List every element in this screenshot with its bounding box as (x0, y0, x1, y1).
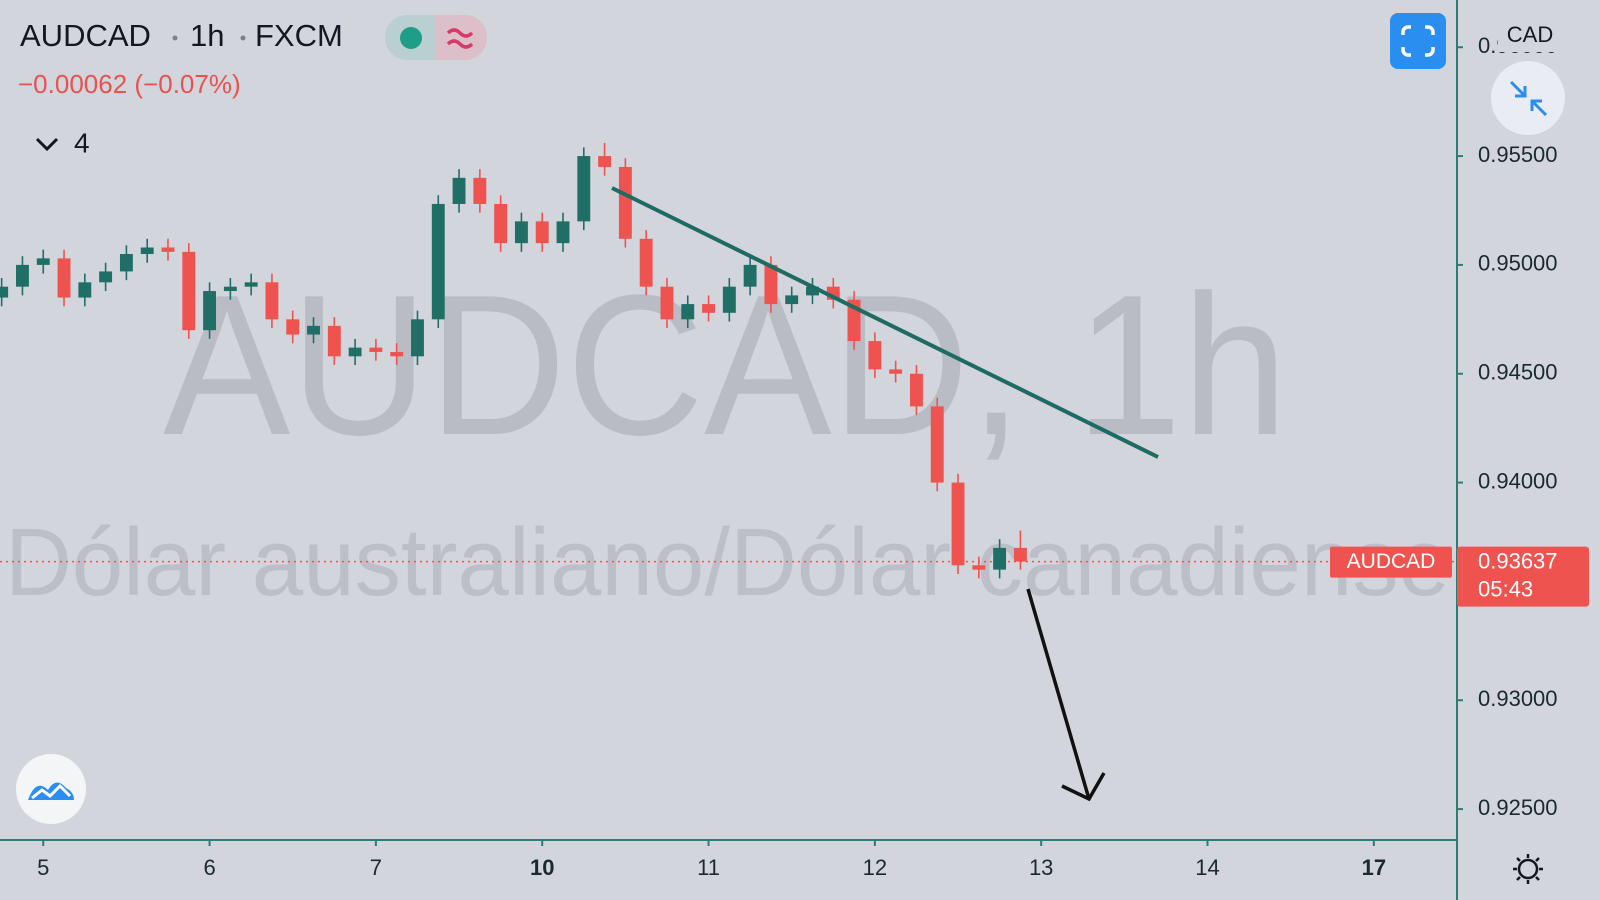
watermark-description: Dólar australiano/Dólar canadiense (5, 509, 1450, 616)
candle-body (119, 254, 133, 272)
symbol-tag-bg (1330, 546, 1452, 578)
candle-body (743, 264, 757, 287)
candle-body (785, 295, 799, 305)
settings-button[interactable] (1513, 854, 1543, 884)
indicator-count[interactable]: 4 (74, 127, 90, 158)
logo-button[interactable] (16, 754, 86, 824)
y-tick-label: 0.95000 (1478, 251, 1558, 276)
candle-body (99, 271, 113, 283)
candle-body (348, 347, 362, 357)
separator (172, 35, 178, 41)
candle-body (951, 482, 965, 566)
candle-body (244, 282, 258, 287)
y-tick-label: 0.94500 (1478, 360, 1558, 385)
candle-body (16, 264, 29, 287)
candle-body (889, 369, 903, 374)
candle-body (660, 286, 674, 320)
exchange: FXCM (255, 18, 343, 53)
currency-label: CAD (1507, 22, 1553, 47)
candle-body (722, 286, 736, 313)
collapse-icon[interactable] (35, 137, 59, 152)
x-tick-label: 14 (1195, 855, 1219, 880)
candle-body (57, 258, 71, 298)
interval[interactable]: 1h (190, 18, 224, 53)
x-tick-label: 11 (697, 855, 720, 880)
separator (240, 35, 246, 41)
y-tick-label: 0.95500 (1478, 142, 1558, 167)
currency-bg (1498, 20, 1564, 52)
x-tick-label: 10 (530, 855, 554, 880)
candle-body (972, 565, 986, 570)
down-arrow[interactable] (1026, 588, 1106, 802)
candle-body (702, 304, 715, 313)
candle-body (161, 247, 175, 252)
x-tick-label: 7 (370, 855, 382, 880)
price-change: −0.00062 (−0.07%) (18, 69, 241, 99)
candle-body (639, 238, 653, 287)
candle-body (577, 156, 591, 222)
symbol[interactable]: AUDCAD (20, 18, 151, 53)
trend-line[interactable] (611, 186, 1159, 459)
y-tick-label: 0.94000 (1478, 468, 1558, 493)
candle-body (514, 221, 528, 244)
candle-body (0, 286, 9, 298)
candle-body (993, 547, 1007, 570)
price-tag-bg (1457, 546, 1589, 607)
candle-body (598, 156, 612, 167)
fullscreen-button[interactable] (1390, 13, 1446, 69)
x-tick-label: 12 (863, 855, 887, 880)
candle-body (431, 203, 445, 320)
candle-body (556, 221, 570, 244)
candle-body (223, 286, 237, 292)
symbol-tag: AUDCAD (1347, 550, 1436, 573)
x-tick-label: 5 (37, 855, 49, 880)
candle-body (140, 247, 154, 255)
candle-body (265, 282, 279, 320)
candle-body (327, 325, 341, 357)
candles (0, 143, 1027, 579)
candle-body (618, 166, 632, 239)
candle-body (473, 177, 487, 204)
minimize-button[interactable] (1491, 61, 1565, 135)
status-pill[interactable] (385, 15, 487, 60)
candle-body (307, 325, 320, 335)
price-tag: AUDCAD 0.93637 05:43 (1330, 546, 1589, 607)
x-tick-label: 17 (1362, 855, 1386, 880)
candle-body (369, 347, 383, 352)
candle-body (36, 258, 50, 265)
candle-body (681, 304, 695, 320)
x-tick-label: 13 (1029, 855, 1053, 880)
x-tick-label: 6 (203, 855, 215, 880)
candle-body (286, 319, 300, 335)
candle-body (411, 319, 424, 357)
candle-body (494, 203, 508, 244)
countdown: 05:43 (1478, 576, 1533, 601)
candle-body (930, 406, 944, 483)
candle-body (535, 221, 549, 244)
candle-body (452, 177, 466, 204)
candle-body (868, 341, 882, 370)
candle-body (203, 291, 217, 331)
y-tick-label: 0.93000 (1478, 686, 1558, 711)
candle-body (910, 373, 923, 407)
candle-body (390, 351, 404, 357)
candle-body (182, 251, 196, 331)
candle-body (78, 282, 92, 298)
candle-body (764, 264, 778, 305)
y-tick-label: 0.92500 (1478, 795, 1558, 820)
price-tag-value: 0.93637 (1478, 548, 1558, 573)
candle-body (806, 286, 819, 296)
candle-body (1013, 547, 1027, 562)
